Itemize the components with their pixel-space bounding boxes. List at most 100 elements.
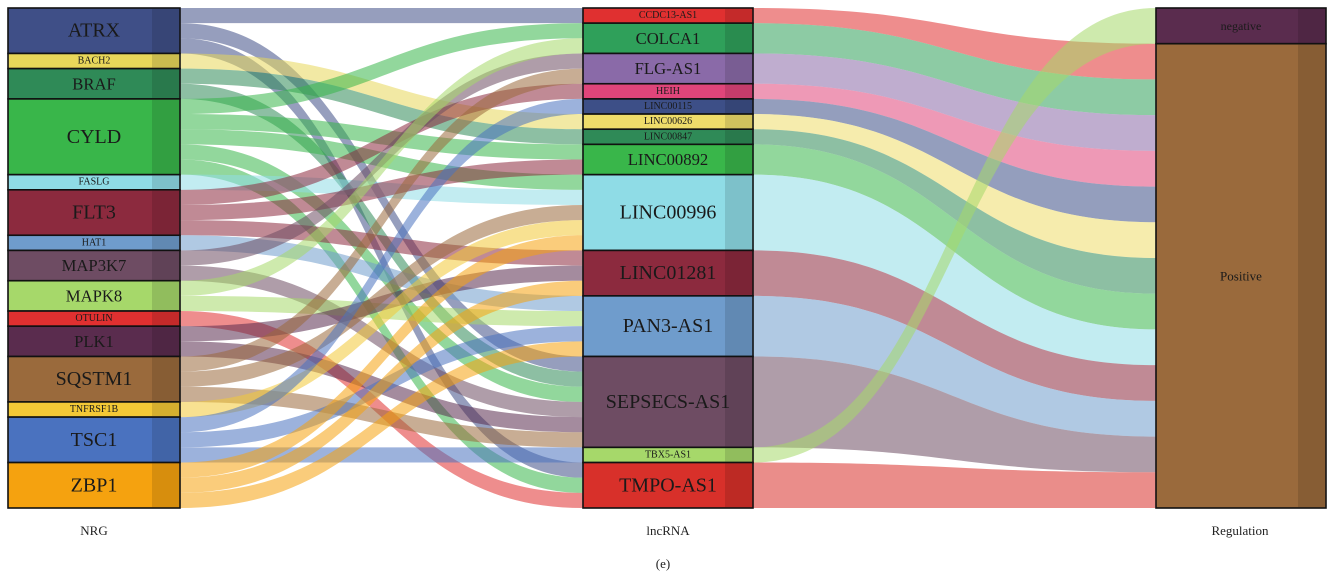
node-label: BRAF <box>72 74 116 93</box>
node-bar <box>7 416 181 464</box>
node-label: LINC00847 <box>644 131 692 142</box>
node-label: COLCA1 <box>636 29 701 48</box>
node-shade <box>152 54 179 68</box>
flow-link <box>753 129 1156 294</box>
node-shade <box>152 69 179 98</box>
node-bar <box>7 189 181 237</box>
flow-link <box>753 8 1156 463</box>
node-shade <box>725 130 752 144</box>
node-label: TNFRSF1B <box>70 404 119 415</box>
node-shade <box>1298 44 1325 507</box>
flow-link <box>753 250 1156 401</box>
node-shade <box>725 84 752 98</box>
node-labels: ATRX BACH2 BRAF CYLD FASLG FLT3 HAT1 MAP3K7 MAPK… <box>56 10 1263 496</box>
node-shade <box>725 296 752 356</box>
node-shade <box>725 463 752 507</box>
flow-link <box>753 174 1156 366</box>
node-shade <box>725 448 752 462</box>
node-bar <box>7 279 181 312</box>
flow-link <box>753 53 1156 151</box>
node-label: TSC1 <box>71 429 118 451</box>
node-label: LINC00996 <box>620 202 717 224</box>
flow-link <box>180 83 583 205</box>
node-label: SEPSECS-AS1 <box>606 391 731 413</box>
flow-link <box>753 356 1156 473</box>
node-bar <box>1155 42 1327 509</box>
node-shade <box>725 9 752 23</box>
node-bar <box>7 98 181 176</box>
node-shade <box>152 327 179 356</box>
node-shade <box>725 115 752 129</box>
flow-link <box>180 235 583 478</box>
flow-link <box>180 68 583 145</box>
node-shade <box>152 281 179 311</box>
flow-link <box>753 114 1156 258</box>
flow-link <box>180 68 583 372</box>
flow-link <box>180 265 583 418</box>
node-label: LINC00115 <box>644 101 692 112</box>
axis-label-lncrna: lncRNA <box>646 523 690 538</box>
flow-link <box>180 38 583 296</box>
flow-link <box>180 280 583 493</box>
node-label: OTULIN <box>75 313 112 324</box>
flow-link <box>753 83 1156 187</box>
node-label: PAN3-AS1 <box>623 315 713 337</box>
node-label: FLT3 <box>72 202 116 224</box>
node-label: MAP3K7 <box>62 256 127 275</box>
node-shade <box>725 24 752 53</box>
flow-link <box>180 23 583 115</box>
node-shade <box>152 99 179 174</box>
node-label: MAPK8 <box>66 286 122 305</box>
flow-link <box>180 53 583 266</box>
flow-link <box>180 159 583 221</box>
node-bar <box>7 461 181 509</box>
flow-link <box>180 311 583 508</box>
flow-links <box>180 8 1156 508</box>
node-bar <box>582 173 754 252</box>
node-label: Positive <box>1220 268 1262 283</box>
node-label: LINC00626 <box>644 116 692 127</box>
flow-link <box>180 159 583 493</box>
node-shade <box>152 175 179 189</box>
node-bar <box>582 52 754 85</box>
node-shade <box>725 357 752 447</box>
flow-link <box>180 98 583 433</box>
node-label: CYLD <box>67 126 121 148</box>
node-shade <box>152 418 179 462</box>
node-label: HEIH <box>656 86 680 97</box>
node-shade <box>152 236 179 250</box>
node-label: ATRX <box>68 20 121 42</box>
figure-caption: (e) <box>656 556 670 571</box>
node-bar <box>582 461 754 509</box>
node-bar <box>582 249 754 297</box>
node-shade <box>1298 9 1325 43</box>
node-bar <box>582 355 754 449</box>
node-label: HAT1 <box>82 237 106 248</box>
node-label: FASLG <box>79 177 110 188</box>
node-shade <box>725 99 752 114</box>
node-bar <box>582 295 754 358</box>
node-bar <box>7 249 181 282</box>
flow-link <box>180 341 583 508</box>
axis-label-nrg: NRG <box>80 523 107 538</box>
node-label: CCDC13-AS1 <box>639 10 697 21</box>
node-shade <box>152 190 179 235</box>
node-label: FLG-AS1 <box>635 59 702 78</box>
node-shade <box>152 9 179 53</box>
node-label: SQSTM1 <box>56 368 133 390</box>
node-shade <box>152 312 179 326</box>
node-label: TBX5-AS1 <box>645 449 691 460</box>
node-label: TMPO-AS1 <box>619 474 717 496</box>
axis-label-regulation: Regulation <box>1211 523 1269 538</box>
flow-link <box>180 8 583 24</box>
node-shade <box>152 357 179 401</box>
node-shade <box>725 175 752 250</box>
node-label: LINC00892 <box>628 150 709 169</box>
node-shade <box>725 145 752 174</box>
node-label: LINC01281 <box>620 262 717 284</box>
node-label: ZBP1 <box>71 474 118 496</box>
flow-link <box>753 295 1156 437</box>
flow-link <box>753 23 1156 116</box>
flow-link <box>753 462 1156 508</box>
